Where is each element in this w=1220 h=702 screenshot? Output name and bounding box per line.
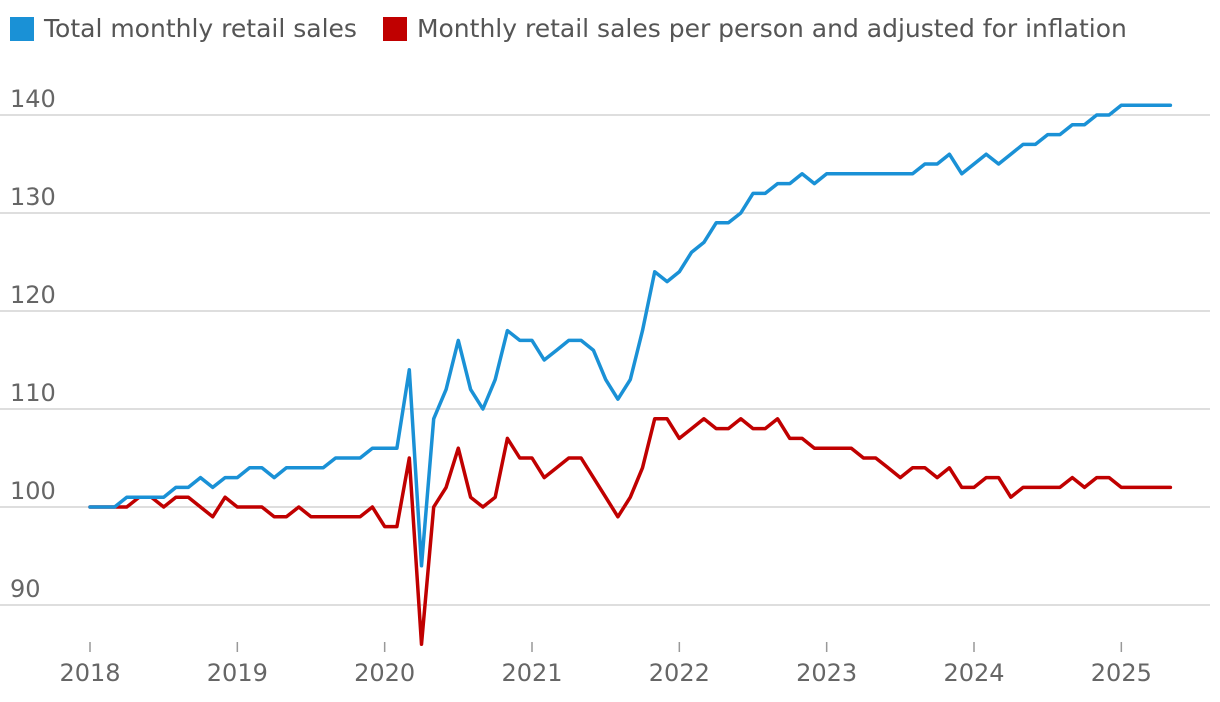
y-tick-label-130: 130 — [10, 183, 56, 211]
x-tick-label-2024: 2024 — [943, 659, 1004, 687]
x-axis-ticks: 2018 2019 2020 2021 2022 2023 2024 2025 — [59, 642, 1152, 687]
legend-label-per-person-sales: Monthly retail sales per person and adju… — [416, 14, 1127, 43]
series-lines — [88, 103, 1173, 646]
x-tick-label-2019: 2019 — [207, 659, 268, 687]
y-tick-label-140: 140 — [10, 85, 56, 113]
y-tick-label-120: 120 — [10, 281, 56, 309]
chart-legend: Total monthly retail sales Monthly retai… — [10, 14, 1153, 43]
y-axis-tick-labels: 90 100 110 120 130 140 — [10, 85, 56, 603]
legend-item-per-person-sales: Monthly retail sales per person and adju… — [382, 14, 1127, 43]
y-tick-label-90: 90 — [10, 575, 41, 603]
x-tick-label-2018: 2018 — [59, 659, 120, 687]
series-line-total-sales — [88, 103, 1173, 568]
series-line-per-person-sales — [88, 417, 1173, 646]
legend-label-total-sales: Total monthly retail sales — [44, 14, 357, 43]
legend-swatch-per-person-sales — [382, 16, 407, 41]
legend-item-total-sales: Total monthly retail sales — [10, 14, 357, 43]
x-tick-label-2025: 2025 — [1091, 659, 1152, 687]
legend-swatch-total-sales — [10, 16, 34, 41]
x-tick-label-2020: 2020 — [354, 659, 415, 687]
x-tick-label-2022: 2022 — [649, 659, 710, 687]
x-tick-label-2021: 2021 — [501, 659, 562, 687]
grid-lines — [0, 114, 1210, 606]
x-tick-label-2023: 2023 — [796, 659, 857, 687]
y-tick-label-100: 100 — [10, 477, 56, 505]
y-tick-label-110: 110 — [10, 379, 56, 407]
